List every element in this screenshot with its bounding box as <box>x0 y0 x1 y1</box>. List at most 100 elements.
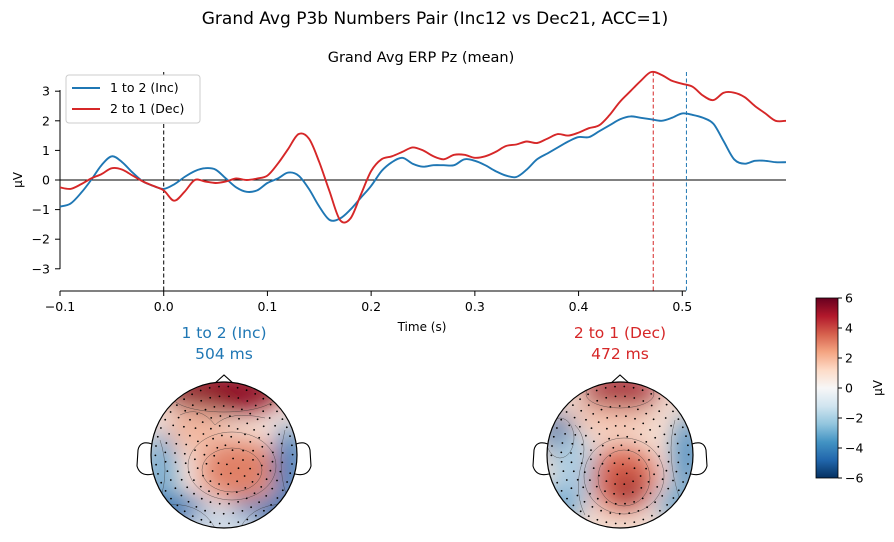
sensor-dot <box>262 455 265 458</box>
colorbar-tick-label: 6 <box>845 291 853 306</box>
sensor-dot <box>562 470 565 472</box>
sensor-dot <box>665 469 668 472</box>
sensor-dot <box>609 512 612 514</box>
sensor-dot <box>164 460 167 463</box>
sensor-dot <box>659 509 661 512</box>
sensor-dot <box>230 435 233 438</box>
sensor-dot <box>183 452 186 455</box>
sensor-dot <box>617 434 619 437</box>
sensor-dot <box>213 512 216 514</box>
sensor-dot <box>176 470 179 473</box>
sensor-dot <box>552 435 555 438</box>
sensor-dot <box>246 518 249 521</box>
left-ear-icon <box>136 442 154 476</box>
sensor-dot <box>624 502 626 505</box>
sensor-dot <box>252 449 255 452</box>
sensor-dot <box>242 449 245 452</box>
sensor-dot <box>656 486 659 488</box>
sensor-dot <box>614 483 616 485</box>
colorbar-tick-label: 2 <box>845 351 853 366</box>
sensor-dot <box>618 512 621 515</box>
sensor-dot <box>589 479 591 481</box>
sensor-dot <box>589 492 591 495</box>
sensor-dot <box>250 506 253 509</box>
sensor-dot <box>276 410 278 413</box>
sensor-dot <box>637 408 639 411</box>
sensor-dot <box>606 427 608 430</box>
erp-title: Grand Avg ERP Pz (mean) <box>328 50 515 66</box>
sensor-dot <box>237 521 240 523</box>
sensor-dot <box>174 487 177 490</box>
sensor-dot <box>256 418 259 421</box>
sensor-dot <box>186 486 189 489</box>
sensor-dot <box>667 460 670 463</box>
sensor-dot <box>564 433 566 435</box>
sensor-dot <box>628 512 631 514</box>
sensor-dot <box>271 460 274 463</box>
sensor-dot <box>221 434 223 437</box>
right-ear-icon <box>690 442 708 476</box>
sensor-dot <box>550 454 553 457</box>
sensor-dot <box>200 518 203 521</box>
sensor-dot <box>595 485 598 488</box>
series-line <box>59 112 787 222</box>
sensor-dot <box>194 449 196 451</box>
sensor-dot <box>664 417 667 419</box>
sensor-dot <box>249 467 252 470</box>
sensor-dot <box>169 479 172 481</box>
sensor-dot <box>676 442 679 445</box>
sensor-dot <box>579 398 581 401</box>
legend-label-dec: 2 to 1 (Dec) <box>110 101 184 116</box>
sensor-dot <box>585 418 587 421</box>
colorbar-gradient <box>815 297 839 479</box>
sensor-dot <box>268 417 271 419</box>
sensor-dot <box>650 393 653 395</box>
sensor-dot <box>212 437 215 440</box>
sensor-dot <box>205 444 208 447</box>
sensor-dot <box>279 470 282 473</box>
sensor-dot <box>249 441 252 443</box>
sensor-dot <box>245 389 248 392</box>
sensor-dot <box>157 473 159 475</box>
sensor-dot <box>633 501 635 503</box>
sensor-dot <box>187 471 190 474</box>
sensor-dot <box>228 395 230 398</box>
sensor-dot <box>590 458 592 461</box>
sensor-dot <box>618 405 621 407</box>
sensor-dot <box>668 451 670 454</box>
topomap-dec-field <box>547 382 693 528</box>
sensor-dot <box>616 473 619 476</box>
sensor-dot <box>217 462 220 464</box>
sensor-dot <box>227 385 230 388</box>
topomap-inc-label: 1 to 2 (Inc) <box>181 324 266 342</box>
sensor-dot <box>638 449 640 452</box>
sensor-dot <box>582 486 585 489</box>
sensor-dot <box>155 463 158 466</box>
sensor-dot <box>244 487 247 489</box>
head-outline <box>546 381 694 529</box>
sensor-dot <box>218 385 220 388</box>
colorbar-tick-label: −6 <box>845 471 863 486</box>
sensor-dot <box>180 494 183 497</box>
sensor-dot <box>653 473 655 476</box>
sensor-dot <box>168 433 171 435</box>
nose-icon <box>213 374 235 385</box>
sensor-dot <box>205 462 208 465</box>
sensor-dot <box>267 433 270 436</box>
sensor-dot <box>665 403 668 406</box>
sensor-dot <box>574 434 577 436</box>
x-tick-label: 0.3 <box>465 299 485 314</box>
x-axis-label: Time (s) <box>397 320 447 334</box>
sensor-dot <box>649 492 652 495</box>
sensor-dot <box>612 446 615 449</box>
sensor-dot <box>164 418 167 421</box>
sensor-dot <box>605 501 608 503</box>
sensor-dot <box>572 404 574 406</box>
topomap-inc-field <box>151 382 297 528</box>
sensor-dot <box>238 441 240 444</box>
sensor-dot <box>218 522 221 525</box>
sensor-dot <box>276 497 279 499</box>
sensor-dot <box>622 463 624 466</box>
sensor-dot <box>626 435 629 438</box>
sensor-dot <box>216 446 219 449</box>
